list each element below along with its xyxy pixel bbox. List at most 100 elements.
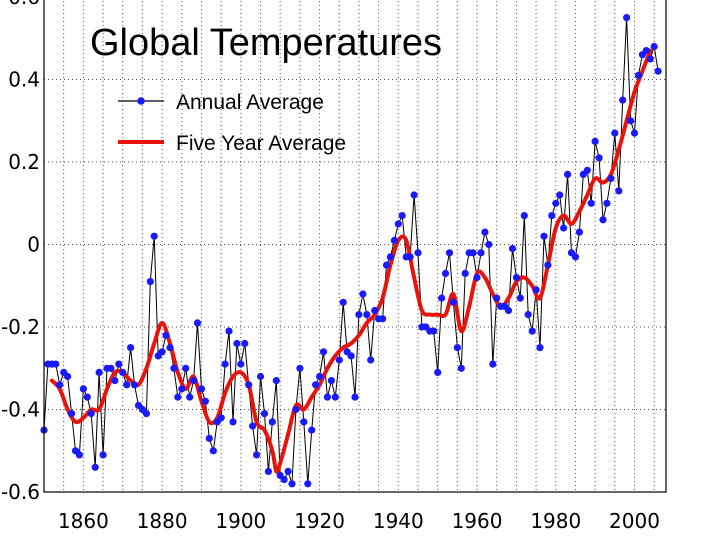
- annual-data-point: [548, 212, 556, 220]
- annual-data-point: [178, 385, 186, 393]
- annual-data-point: [300, 418, 308, 426]
- x-tick-label: 1860: [58, 509, 109, 533]
- annual-data-point: [111, 377, 119, 385]
- annual-data-point: [406, 253, 414, 261]
- annual-data-point: [587, 199, 595, 207]
- annual-data-point: [449, 298, 457, 306]
- legend-annual-label: Annual Average: [176, 91, 324, 114]
- annual-data-point: [540, 232, 548, 240]
- annual-data-point: [312, 381, 320, 389]
- x-tick-label: 1920: [294, 509, 345, 533]
- annual-data-point: [280, 476, 288, 484]
- annual-data-point: [292, 405, 300, 414]
- annual-data-point: [52, 360, 60, 368]
- annual-data-point: [146, 278, 154, 286]
- annual-data-point: [170, 364, 178, 372]
- annual-data-point: [91, 463, 99, 471]
- y-tick-label: 0: [27, 233, 40, 257]
- x-tick-label: 1940: [373, 509, 424, 533]
- y-tick-label: -0.2: [1, 315, 40, 339]
- annual-data-point: [186, 393, 194, 401]
- annual-data-point: [461, 269, 469, 277]
- y-tick-label: 0.2: [8, 150, 40, 174]
- annual-data-point: [516, 294, 524, 302]
- annual-data-point: [611, 129, 619, 137]
- annual-data-point: [68, 410, 76, 418]
- annual-data-point: [441, 269, 450, 277]
- annual-data-point: [355, 311, 363, 319]
- annual-data-point: [150, 232, 158, 240]
- annual-data-point: [237, 360, 245, 368]
- annual-data-point: [363, 311, 371, 319]
- annual-data-point: [634, 71, 643, 79]
- legend-annual-marker-icon: [137, 97, 145, 105]
- annual-data-point: [583, 166, 591, 174]
- annual-data-point: [166, 344, 174, 352]
- annual-data-point: [457, 364, 465, 372]
- legend: Annual Average Five Year Average: [118, 91, 346, 155]
- annual-data-point: [142, 410, 150, 418]
- x-tick-label: 2000: [609, 509, 660, 533]
- x-tick-label: 1900: [215, 509, 266, 533]
- annual-data-point: [323, 393, 331, 401]
- annual-data-point: [284, 467, 292, 475]
- annual-data-point: [623, 14, 631, 22]
- annual-data-point: [288, 480, 296, 488]
- annual-data-point: [339, 298, 347, 306]
- annual-data-point: [556, 191, 564, 199]
- annual-data-point: [319, 348, 328, 356]
- annual-data-point: [489, 360, 497, 368]
- annual-data-point: [536, 344, 544, 352]
- annual-data-point: [331, 393, 339, 401]
- annual-data-point: [630, 129, 639, 137]
- annual-data-point: [552, 199, 560, 207]
- annual-data-point: [485, 240, 493, 249]
- annual-data-point: [99, 451, 107, 459]
- x-tick-label: 1960: [452, 509, 503, 533]
- annual-data-point: [205, 434, 213, 442]
- annual-data-point: [272, 377, 280, 385]
- y-tick-label: -0.6: [1, 480, 40, 504]
- annual-data-point: [410, 191, 418, 199]
- annual-data-point: [64, 372, 72, 381]
- annual-data-point: [599, 216, 607, 224]
- annual-data-point: [245, 381, 253, 389]
- annual-data-point: [493, 294, 501, 302]
- annual-data-point: [229, 418, 237, 426]
- annual-data-point: [367, 356, 375, 364]
- annual-data-point: [359, 290, 367, 298]
- annual-data-point: [316, 372, 324, 381]
- annual-data-point: [532, 286, 540, 294]
- annual-data-point: [249, 422, 257, 430]
- annual-data-point: [119, 368, 127, 376]
- annual-data-point: [347, 352, 355, 360]
- annual-data-point: [79, 385, 87, 393]
- annual-data-point: [197, 385, 206, 393]
- annual-data-point: [434, 368, 442, 376]
- annual-data-point: [127, 344, 135, 352]
- x-tick-label: 1980: [530, 509, 581, 533]
- annual-data-point: [371, 306, 379, 315]
- annual-data-point: [253, 451, 261, 459]
- annual-data-point: [571, 253, 580, 261]
- annual-data-point: [469, 249, 477, 257]
- annual-data-point: [83, 393, 91, 401]
- annual-data-point: [524, 311, 532, 319]
- annual-data-point: [225, 327, 233, 335]
- annual-data-point: [335, 356, 343, 364]
- annual-data-point: [445, 249, 454, 257]
- annual-data-point: [473, 273, 481, 282]
- annual-data-point: [591, 137, 599, 145]
- annual-data-point: [130, 381, 139, 389]
- annual-data-point: [564, 170, 572, 178]
- annual-data-point: [308, 426, 316, 434]
- annual-data-point: [575, 228, 584, 236]
- annual-data-point: [268, 418, 276, 426]
- annual-data-point: [619, 96, 627, 104]
- annual-data-point: [394, 220, 402, 228]
- annual-data-point: [233, 339, 241, 348]
- plot-frame: [43, 0, 667, 493]
- annual-data-point: [256, 372, 265, 381]
- annual-data-point: [158, 348, 166, 356]
